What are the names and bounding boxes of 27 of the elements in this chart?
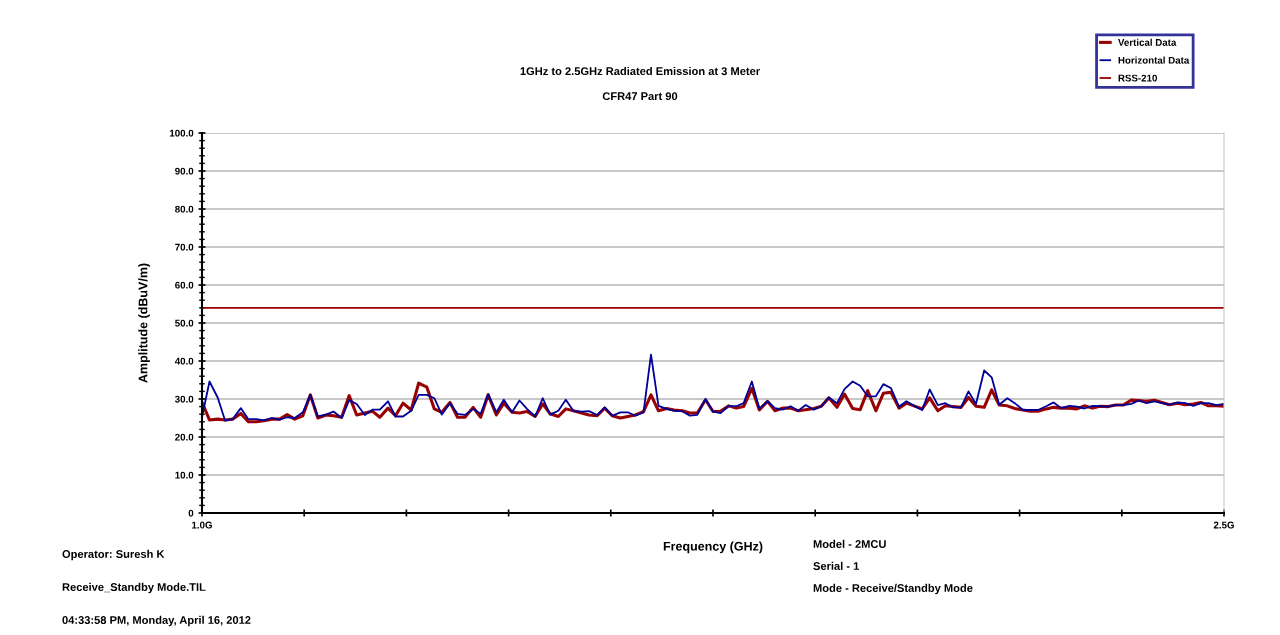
y-tick-label: 30.0	[174, 395, 194, 403]
y-tick-label: 50.0	[175, 319, 194, 327]
x-tick-label: 2.5G	[1213, 521, 1234, 529]
text: 04:33:58 PM, Monday, April 16, 2012	[62, 615, 251, 627]
y-tick-label: 10.0	[175, 471, 194, 479]
y-tick-label: 0	[188, 509, 194, 517]
text: Receive_Standby Mode.TIL	[62, 582, 206, 594]
y-axis-title: Amplitude (dBuV/m)	[138, 263, 150, 383]
text: Operator: Suresh K	[62, 549, 165, 561]
legend-label: Horizontal Data	[1118, 56, 1190, 64]
y-tick-label: 40.0	[174, 357, 194, 365]
text: Serial - 1	[813, 561, 860, 570]
y-tick-label: 100.0	[169, 129, 194, 137]
y-tick-label: 80.0	[175, 205, 194, 213]
y-tick-label: 60.0	[175, 281, 194, 289]
y-tick-label: 90.0	[175, 167, 194, 175]
y-tick-label: 70.0	[175, 243, 194, 251]
legend-label: RSS-210	[1118, 74, 1157, 82]
y-tick-label: 20.0	[175, 433, 194, 441]
text: Model - 2MCU	[813, 539, 886, 548]
legend-label: Vertical Data	[1118, 38, 1177, 46]
text: Mode - Receive/Standby Mode	[813, 583, 973, 595]
chart-subtitle: CFR47 Part 90	[602, 92, 678, 101]
chart-title: 1GHz to 2.5GHz Radiated Emission at 3 Meter	[520, 66, 760, 76]
x-tick-label: 1.0G	[192, 521, 212, 529]
line-series	[202, 353, 1224, 422]
x-axis-title: Frequency (GHz)	[663, 541, 763, 554]
